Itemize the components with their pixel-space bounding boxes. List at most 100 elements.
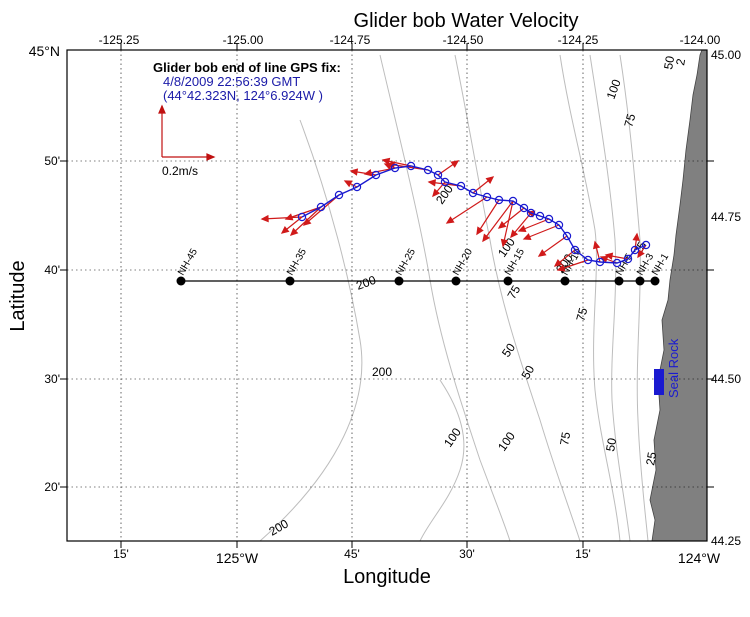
glider-fix-point [456,181,466,191]
glider-fix-point [433,170,443,180]
right-tick-label: 44.50 [711,372,741,386]
right-tick-label: 44.25 [711,534,741,548]
glider-fix-point [544,214,554,224]
velocity-arrowhead [476,226,484,236]
coastline-land [649,49,708,542]
map-title: Glider bob Water Velocity [354,10,579,32]
left-tick-label: 20' [44,480,60,494]
velocity-arrowhead [284,213,294,221]
velocity-arrowhead [604,252,614,260]
contour-label: 2 [673,57,688,66]
gps-fix-position: (44°42.323N, 124°6.924W ) [163,88,323,103]
glider-fix-point [390,163,400,173]
glider-fix-point [334,190,344,200]
station-marker [614,276,624,286]
glider-fix-point [297,212,307,222]
velocity-arrowhead [427,179,437,187]
glider-fix-point [630,245,640,255]
station-marker [650,276,660,286]
velocity-arrowhead [510,229,519,239]
velocity-arrowhead [363,169,373,177]
left-tick-label: 30' [44,372,60,386]
y-axis-label: Latitude [7,260,29,331]
station-marker [503,276,513,286]
gps-fix-title: Glider bob end of line GPS fix: [153,60,341,75]
bottom-tick-label: 45' [344,547,360,561]
velocity-arrowhead [632,232,640,242]
gps-fix-time: 4/8/2009 22:56:39 GMT [163,74,300,89]
contour-line-100-south [419,379,465,542]
scale-label: 0.2m/s [162,164,198,178]
left-axis-labels: 45°N 50' 40' 30' 20' [29,43,60,494]
bottom-tick-label: 15' [113,547,129,561]
velocity-arrow [502,200,514,247]
glider-fix-point [535,211,545,221]
velocity-arrow [476,199,500,235]
top-tick-label: -124.50 [443,33,484,47]
glider-fix-point [371,170,381,180]
velocity-arrowhead [485,176,495,185]
top-tick-label: -124.75 [330,33,371,47]
velocity-arrowhead [343,180,353,188]
glider-fix-point [570,245,580,255]
contour-label: 50 [603,437,619,453]
glider-fix-point [554,220,564,230]
seal-rock-label: Seal Rock [666,338,681,398]
scale-arrowhead-north [158,104,166,114]
bottom-tick-label: 15' [575,547,591,561]
seal-rock-marker [654,369,664,395]
bottom-axis-labels: 15' 125°W 45' 30' 15' 124°W [113,547,721,566]
contour-label: 200 [354,273,378,293]
velocity-arrowhead [553,258,563,267]
contour-label: 50 [661,55,677,71]
velocity-arrowhead [445,216,455,224]
velocity-arrowhead [349,168,359,176]
velocity-arrowhead [450,160,460,168]
contour-label: 100 [604,77,624,101]
contour-line-100 [559,54,621,542]
velocity-arrowhead [482,233,490,243]
velocity-arrowhead [599,255,609,263]
scale-arrowhead-east [206,153,216,161]
contour-label: 75 [573,306,590,323]
velocity-arrowhead [381,157,391,166]
velocity-arrowhead [637,249,645,259]
right-axis-labels: 45.00 44.75 44.50 44.25 [711,48,741,548]
glider-fix-point [583,255,593,265]
velocity-arrowhead [497,220,507,229]
velocity-arrowhead [260,214,269,223]
left-tick-label: 40' [44,263,60,277]
velocity-arrowhead [517,225,527,233]
x-axis-label: Longitude [343,566,431,588]
contour-label: 75 [557,431,573,447]
top-tick-label: -125.25 [99,33,140,47]
contour-line-deep [379,54,511,542]
contour-label: 75 [621,112,638,129]
glider-fix-point [468,188,478,198]
top-axis-labels: -125.25 -125.00 -124.75 -124.50 -124.25 … [99,33,721,47]
glider-fix-point [316,202,326,212]
velocity-arrow [482,200,514,242]
station-marker [560,276,570,286]
top-tick-label: -124.25 [558,33,599,47]
glider-fix-point [595,257,605,267]
velocity-arrowhead [432,188,441,198]
top-tick-label: -124.00 [680,33,721,47]
glider-fix-point [482,192,492,202]
map-area [67,50,707,541]
glider-fix-point [508,196,518,206]
bathymetry-contours [259,54,649,542]
station-marker [451,276,461,286]
velocity-arrowhead [592,240,601,250]
glider-fix-point [406,161,416,171]
glider-fix-point [526,208,536,218]
contour-label: 50 [518,363,537,382]
left-tick-label: 50' [44,154,60,168]
station-marker [176,276,186,286]
velocity-arrowhead [556,264,566,272]
contour-label: 75 [504,283,523,302]
glider-fix-point [423,165,433,175]
glider-track [301,165,647,264]
